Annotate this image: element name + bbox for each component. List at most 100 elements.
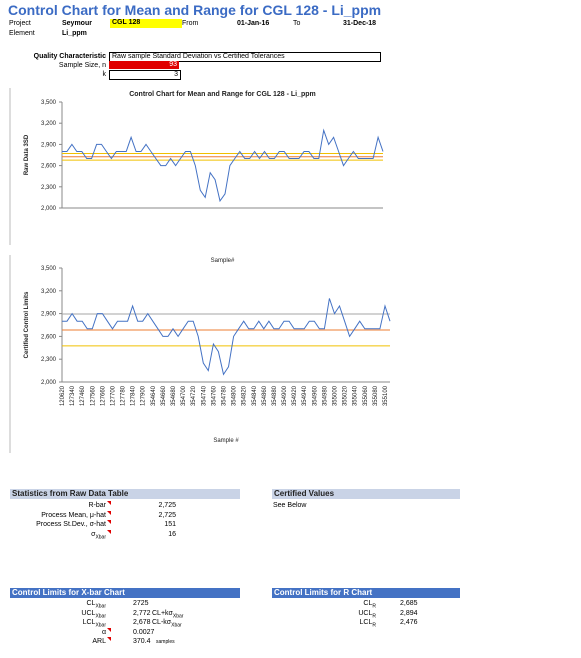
- x-tick-label: 354860: [262, 385, 268, 406]
- label: CLR: [300, 600, 376, 610]
- x-tick-label: 354980: [322, 385, 328, 406]
- formula: CL-kσXbar: [152, 619, 182, 629]
- note: See Below: [273, 502, 307, 509]
- label-text: CL: [363, 600, 373, 607]
- x-tick-label: 127900: [141, 385, 147, 406]
- y-tick-label: 3,500: [41, 266, 57, 272]
- x-tick-label: 354920: [292, 385, 298, 406]
- chart-title: Control Chart for Mean and Range for CGL…: [129, 91, 316, 98]
- value: 2,894: [400, 609, 418, 617]
- label-text: α: [101, 628, 106, 636]
- label-text: UCL: [81, 609, 96, 617]
- comment-flag: [107, 529, 111, 534]
- comment-flag: [107, 510, 111, 515]
- label: Sample Size, n: [58, 62, 106, 69]
- formula-sub: Xbar: [171, 622, 182, 629]
- label: UCLR: [300, 609, 376, 619]
- y-tick-label: 3,200: [41, 121, 57, 127]
- value: 0.0027: [133, 628, 155, 636]
- label: LCLR: [300, 619, 376, 629]
- comment-flag: [107, 637, 111, 641]
- value: 31-Dec-18: [343, 20, 377, 27]
- chart: Certified Control Limits Sample # 2,000 2,3…: [9, 255, 391, 453]
- y-tick-label: 2,900: [41, 142, 57, 148]
- label: CLXbar: [10, 600, 106, 609]
- label: Element: [9, 30, 35, 37]
- y-tick-label: 3,500: [41, 100, 57, 106]
- label-text: LCL: [82, 619, 96, 626]
- value: 93: [109, 61, 179, 69]
- formula-text: CL-kσ: [152, 619, 172, 626]
- chart: Control Chart for Mean and Range for CGL…: [9, 88, 384, 264]
- label: σXbar: [10, 530, 106, 540]
- section-header: Control Limits for X-bar Chart: [10, 588, 240, 598]
- label-sub: R: [372, 622, 376, 629]
- value: 2,725: [158, 502, 176, 509]
- label-sub: Xbar: [95, 622, 106, 629]
- value: Seymour: [62, 20, 92, 27]
- y-tick-label: 2,000: [41, 206, 57, 212]
- x-tick-label: 355080: [373, 385, 379, 406]
- x-tick-label: 354880: [272, 385, 278, 406]
- x-tick-label: 354800: [232, 385, 238, 406]
- label-text: σ: [91, 530, 96, 538]
- x-tick-label: 127840: [131, 385, 137, 406]
- section-header: Statistics from Raw Data Table: [10, 489, 240, 499]
- label-text: UCL: [358, 609, 373, 617]
- label: UCLXbar: [10, 609, 106, 619]
- label: LCLXbar: [10, 619, 106, 629]
- value: Raw sample Standard Deviation vs Certifi…: [109, 52, 381, 62]
- y-axis-title: Certified Control Limits: [24, 291, 30, 358]
- x-tick-label: 354820: [242, 385, 248, 406]
- formula-sub: Xbar: [172, 612, 184, 619]
- value: 2,725: [158, 511, 176, 519]
- label-text: Process St.Dev., σ-hat: [36, 521, 106, 528]
- value: 3: [109, 70, 181, 80]
- label: Quality Characteristic: [33, 53, 106, 60]
- x-tick-label: 355020: [343, 385, 349, 406]
- x-tick-label: 354760: [211, 385, 217, 406]
- x-axis-title: Sample#: [211, 258, 235, 264]
- section-header: Certified Values: [272, 489, 460, 499]
- label-sub: R: [372, 603, 376, 610]
- x-tick-label: 354680: [171, 385, 177, 406]
- value: 01-Jan-16: [237, 20, 270, 27]
- comment-flag: [107, 627, 111, 632]
- formula-text: CL+kσ: [152, 609, 173, 617]
- value: 16: [168, 530, 176, 538]
- label: ARL: [10, 638, 106, 645]
- x-tick-label: 354700: [181, 385, 187, 406]
- x-axis-title: Sample #: [213, 438, 239, 444]
- unit: samples: [156, 639, 175, 645]
- y-axis-title: Raw Data 3SD: [24, 134, 30, 175]
- data-line: [62, 128, 384, 203]
- x-tick-label: 354960: [312, 385, 318, 406]
- label: Process St.Dev., σ-hat: [10, 521, 106, 528]
- label-text: CL: [86, 600, 96, 607]
- value: 2,476: [400, 619, 418, 626]
- x-tick-label: 127700: [110, 385, 116, 406]
- y-tick-label: 2,600: [41, 164, 57, 170]
- x-tick-label: 127340: [70, 385, 76, 406]
- comment-flag: [107, 520, 111, 524]
- label-text: R-bar: [88, 502, 106, 509]
- data-line: [62, 298, 391, 376]
- label: From: [182, 20, 199, 27]
- x-tick-label: 127780: [121, 385, 127, 406]
- label-sub: R: [372, 612, 376, 619]
- code: CGL 128: [110, 19, 182, 28]
- label: Project: [9, 20, 31, 27]
- y-tick-label: 2,000: [41, 380, 57, 386]
- y-tick-label: 2,900: [41, 312, 57, 318]
- x-tick-label: 354720: [191, 385, 197, 406]
- x-tick-label: 354740: [201, 385, 207, 406]
- y-tick-label: 3,200: [41, 289, 57, 295]
- value: 370.4: [133, 638, 151, 645]
- section-header: Control Limits for R Chart: [272, 588, 460, 598]
- label-text: ARL: [92, 638, 106, 645]
- label-sub: Xbar: [95, 612, 106, 619]
- label: α: [10, 629, 106, 636]
- value: 2725: [133, 600, 149, 607]
- x-tick-label: 354900: [282, 385, 288, 406]
